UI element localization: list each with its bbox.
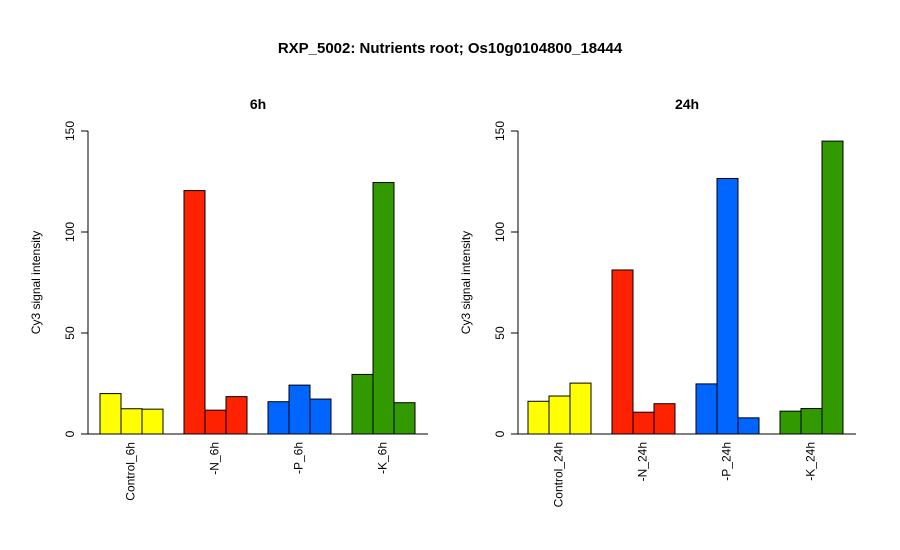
panel-6h: 6h Cy3 signal intensity 0 50 100 150 Control_6… bbox=[29, 96, 428, 501]
bar--N_24h-3 bbox=[653, 403, 676, 435]
bar--N_24h-1 bbox=[611, 269, 634, 435]
category-label: Control_24h bbox=[552, 442, 566, 507]
y-tick-label: 150 bbox=[493, 121, 507, 141]
category-label: -N_24h bbox=[636, 442, 650, 481]
y-tick-label: 0 bbox=[63, 430, 77, 437]
bar-Control_24h-3 bbox=[569, 382, 592, 435]
y-tick-label: 50 bbox=[493, 326, 507, 340]
bar--N_6h-3 bbox=[225, 396, 248, 435]
bar--K_24h-2 bbox=[800, 408, 823, 435]
category-label: -P_6h bbox=[292, 442, 306, 474]
category-label: Control_6h bbox=[124, 442, 138, 501]
bar--N_6h-1 bbox=[183, 190, 206, 435]
bar--N_6h-2 bbox=[204, 409, 227, 435]
panel-24h: 24h Cy3 signal intensity 0 50 100 150 Control_… bbox=[459, 96, 856, 507]
bar--P_24h-2 bbox=[716, 177, 739, 435]
panel-title: 6h bbox=[250, 96, 266, 112]
category-label: -N_6h bbox=[208, 442, 222, 475]
category-label: -P_24h bbox=[720, 442, 734, 481]
y-tick-label: 0 bbox=[493, 430, 507, 437]
y-axis-label: Cy3 signal intensity bbox=[29, 231, 43, 334]
bar--K_24h-3 bbox=[821, 140, 844, 435]
category-label: -K_24h bbox=[804, 442, 818, 481]
bar--P_24h-3 bbox=[737, 417, 760, 435]
bar-Control_24h-1 bbox=[527, 400, 550, 435]
y-tick-label: 150 bbox=[63, 121, 77, 141]
panel-title: 24h bbox=[675, 96, 699, 112]
y-tick-label: 50 bbox=[63, 326, 77, 340]
bar--P_6h-2 bbox=[288, 384, 311, 435]
y-tick-label: 100 bbox=[63, 222, 77, 242]
bar-Control_6h-1 bbox=[99, 393, 122, 435]
bar--P_6h-3 bbox=[309, 398, 332, 435]
y-axis-label: Cy3 signal intensity bbox=[459, 231, 473, 334]
bar--K_6h-1 bbox=[351, 373, 374, 435]
bar--P_24h-1 bbox=[695, 383, 718, 435]
figure-title: RXP_5002: Nutrients root; Os10g0104800_1… bbox=[278, 40, 623, 57]
bar-Control_24h-2 bbox=[548, 395, 571, 435]
bar--K_6h-3 bbox=[393, 402, 416, 435]
category-label: -K_6h bbox=[376, 442, 390, 474]
bar--N_24h-2 bbox=[632, 411, 655, 435]
bar-Control_6h-3 bbox=[141, 408, 164, 435]
bar--K_6h-2 bbox=[372, 182, 395, 435]
bar-Control_6h-2 bbox=[120, 408, 143, 435]
y-tick-label: 100 bbox=[493, 222, 507, 242]
bar--K_24h-1 bbox=[779, 410, 802, 435]
bar--P_6h-1 bbox=[267, 401, 290, 435]
